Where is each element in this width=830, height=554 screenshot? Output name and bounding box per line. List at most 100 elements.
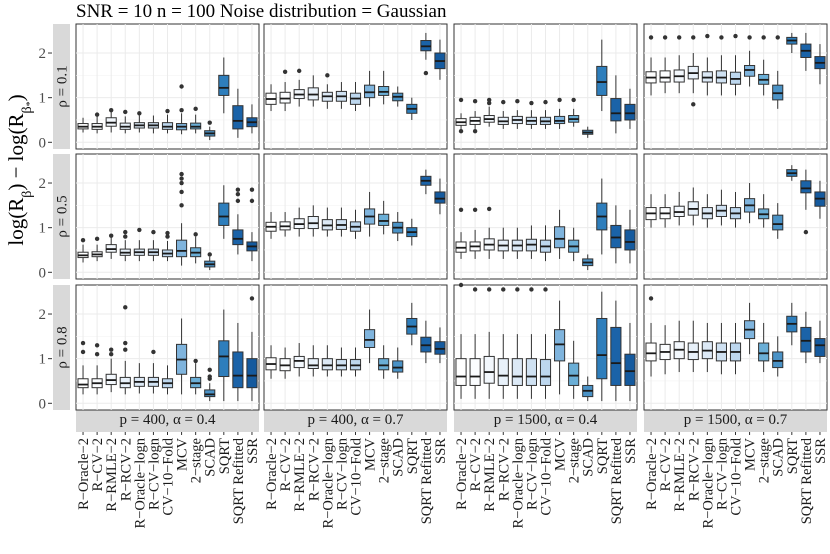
outlier-point xyxy=(486,100,492,106)
facet-panel xyxy=(643,23,828,150)
x-category-label: SSR xyxy=(813,438,829,464)
facet-panel xyxy=(263,23,448,150)
x-category-label: R−Oracle−logn xyxy=(132,437,148,528)
box-MCV xyxy=(364,329,376,348)
outlier-point xyxy=(193,232,198,237)
x-category-label: SCAD xyxy=(771,438,787,477)
box-SQRT xyxy=(596,317,608,380)
facet-panel xyxy=(75,153,260,280)
outlier-point xyxy=(423,70,429,76)
outlier-point xyxy=(691,102,696,107)
x-category-label: SQRT Refitted xyxy=(609,437,625,524)
facet-panel xyxy=(263,153,448,280)
outlier-point xyxy=(325,73,330,78)
y-tick-label: 2 xyxy=(39,46,47,62)
box-R−Oracle−2 xyxy=(455,358,467,386)
row-strip xyxy=(53,285,70,410)
facet-panel xyxy=(453,153,638,280)
y-tick-label: 2 xyxy=(39,307,47,323)
column-strip-label: p = 400, α = 0.4 xyxy=(119,412,216,428)
box-SQRT Refitted xyxy=(232,351,244,389)
x-category-label: R−CV−logn xyxy=(714,437,730,510)
box-R−CV−logn xyxy=(525,358,537,386)
outlier-point xyxy=(296,68,302,74)
box-R−RMLE−2 xyxy=(293,355,305,369)
outlier-point xyxy=(515,287,520,292)
row-strip-label: ρ = 0.1 xyxy=(55,65,71,107)
x-category-label: SQRT Refitted xyxy=(799,437,815,524)
outlier-point xyxy=(137,111,142,116)
x-category-label: CV−10−Fold xyxy=(729,437,745,515)
x-category-label: R−RMLE−2 xyxy=(482,438,498,512)
outlier-point xyxy=(108,347,114,352)
outlier-point xyxy=(123,109,128,115)
outlier-point xyxy=(165,108,170,114)
x-category-label: SSR xyxy=(245,438,261,464)
y-tick-label: 1 xyxy=(39,91,47,107)
x-category-label: R−Oracle−2 xyxy=(454,438,470,510)
outlier-point xyxy=(472,207,478,213)
outlier-point xyxy=(676,35,682,40)
outlier-point xyxy=(529,100,534,106)
box-SCAD xyxy=(392,360,404,373)
outlier-point xyxy=(179,171,184,177)
box-2−stage xyxy=(568,362,580,386)
box-CV−10−Fold xyxy=(539,359,552,386)
facet-panel xyxy=(75,284,260,411)
x-category-label: R−RCV−2 xyxy=(118,438,134,501)
box-SCAD xyxy=(772,351,784,369)
outlier-point xyxy=(458,97,464,103)
x-category-label: SSR xyxy=(433,438,449,464)
box-SQRT Refitted xyxy=(610,326,622,386)
outlier-point xyxy=(691,35,696,40)
outlier-point xyxy=(94,343,100,348)
outlier-point xyxy=(123,305,128,310)
outlier-point xyxy=(662,35,668,40)
outlier-point xyxy=(123,340,128,346)
x-category-label: R−RMLE−2 xyxy=(672,438,688,512)
box-SCAD xyxy=(772,214,784,231)
box-R−Oracle−logn xyxy=(321,358,333,371)
x-category-label: SQRT xyxy=(217,438,233,474)
outlier-point xyxy=(235,198,241,204)
outlier-point xyxy=(543,99,548,105)
chart-title: SNR = 10 n = 100 Noise distribution = Ga… xyxy=(76,1,447,22)
x-category-label: SQRT xyxy=(595,438,611,474)
outlier-point xyxy=(80,340,86,346)
outlier-point xyxy=(80,237,86,243)
x-category-label: 2−stage xyxy=(377,438,393,483)
y-tick-label: 1 xyxy=(39,221,47,237)
x-category-label: SQRT Refitted xyxy=(419,437,435,524)
outlier-point xyxy=(458,282,464,288)
outlier-point xyxy=(458,128,464,134)
x-category-label: R−Oracle−2 xyxy=(644,438,660,510)
outlier-point xyxy=(501,99,506,105)
outlier-point xyxy=(235,187,241,192)
outlier-point xyxy=(179,189,184,195)
outlier-point xyxy=(571,97,576,103)
x-category-label: 2−stage xyxy=(189,438,205,483)
y-tick-label: 0 xyxy=(39,396,47,412)
outlier-point xyxy=(108,233,114,238)
box-R−CV−2 xyxy=(659,70,671,83)
outlier-point xyxy=(179,84,184,89)
outlier-point xyxy=(803,229,809,235)
outlier-point xyxy=(472,99,478,104)
box-SQRT xyxy=(218,74,230,96)
outlier-point xyxy=(515,99,520,104)
box-R−Oracle−logn xyxy=(511,358,523,386)
outlier-point xyxy=(557,97,562,103)
box-SQRT xyxy=(218,340,230,378)
outlier-point xyxy=(207,367,212,373)
outlier-point xyxy=(249,187,255,192)
outlier-point xyxy=(733,33,738,39)
x-category-label: R−CV−2 xyxy=(658,438,674,491)
y-tick-label: 2 xyxy=(39,176,47,192)
outlier-point xyxy=(151,229,156,235)
outlier-point xyxy=(486,97,492,103)
box-SCAD xyxy=(204,389,216,398)
x-category-label: R−RCV−2 xyxy=(496,438,512,501)
outlier-point xyxy=(249,198,255,204)
outlier-point xyxy=(648,35,654,40)
box-2−stage xyxy=(758,342,770,362)
